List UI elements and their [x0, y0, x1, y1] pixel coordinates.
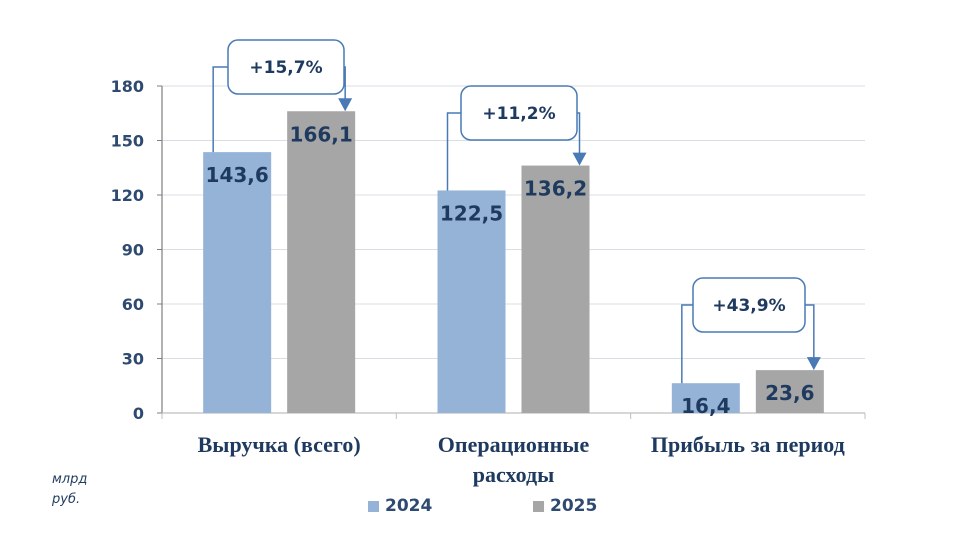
- connector-line: [681, 304, 693, 384]
- growth-percent-label: +11,2%: [482, 104, 555, 124]
- connector-line: [446, 112, 461, 191]
- bar-value-label: 136,2: [524, 177, 587, 201]
- legend-swatch-2024: [368, 500, 379, 512]
- bar-value-label: 23,6: [765, 381, 814, 405]
- category-label: Операционные: [438, 432, 590, 457]
- bar-2024: [671, 383, 740, 413]
- legend-label-2024: 2024: [385, 496, 433, 516]
- category-label: расходы: [473, 462, 555, 487]
- growth-badge: [460, 85, 578, 141]
- growth-badge: [227, 39, 345, 95]
- bar-2025: [287, 111, 356, 414]
- connector-line: [212, 66, 228, 153]
- legend-label-2025: 2025: [550, 496, 598, 516]
- bars: 143,6 166,1 122,5 136,2 16,4 23,6: [203, 111, 824, 418]
- growth-badge: [692, 277, 806, 333]
- connector-line: [805, 304, 815, 359]
- bar-2025: [521, 165, 590, 413]
- bar-value-label: 143,6: [206, 163, 269, 187]
- bar-value-label: 16,4: [681, 394, 730, 418]
- bar-2024: [437, 190, 506, 413]
- growth-percent-label: +43,9%: [712, 296, 785, 316]
- category-label: Прибыль за период: [651, 432, 845, 457]
- growth-annotations: +15,7% +11,2% +43,9%: [212, 39, 821, 384]
- bar-2024: [203, 152, 272, 414]
- y-tick-label: 120: [111, 186, 144, 205]
- bar-2025: [755, 370, 824, 413]
- arrow-down-icon: [572, 152, 587, 166]
- y-tick-label: 90: [122, 241, 144, 260]
- y-tick-label: 150: [111, 132, 144, 151]
- category-labels: Выручка (всего) Операционные расходы Прибыл…: [198, 432, 845, 487]
- category-label: Выручка (всего): [198, 432, 361, 457]
- unit-line-1: млрд: [52, 472, 88, 487]
- legend-item-2025: 2025: [533, 496, 597, 516]
- y-tick-label: 60: [122, 295, 144, 314]
- bar-value-label: 122,5: [440, 201, 503, 225]
- y-axis-ticks: 0 30 60 90 120 150 180: [111, 77, 144, 423]
- legend-swatch-2025: [533, 500, 544, 512]
- legend-item-2024: 2024: [368, 496, 432, 516]
- arrow-down-icon: [338, 98, 353, 112]
- unit-label: млрд руб.: [52, 470, 87, 510]
- y-tick-label: 30: [122, 350, 144, 369]
- axes: [157, 85, 866, 419]
- y-tick-label: 180: [111, 77, 144, 96]
- bar-value-label: 166,1: [290, 122, 353, 146]
- connector-line: [577, 112, 581, 154]
- y-tick-label: 0: [133, 404, 144, 423]
- arrow-down-icon: [806, 357, 821, 371]
- unit-line-2: руб.: [52, 492, 81, 507]
- growth-percent-label: +15,7%: [249, 58, 322, 78]
